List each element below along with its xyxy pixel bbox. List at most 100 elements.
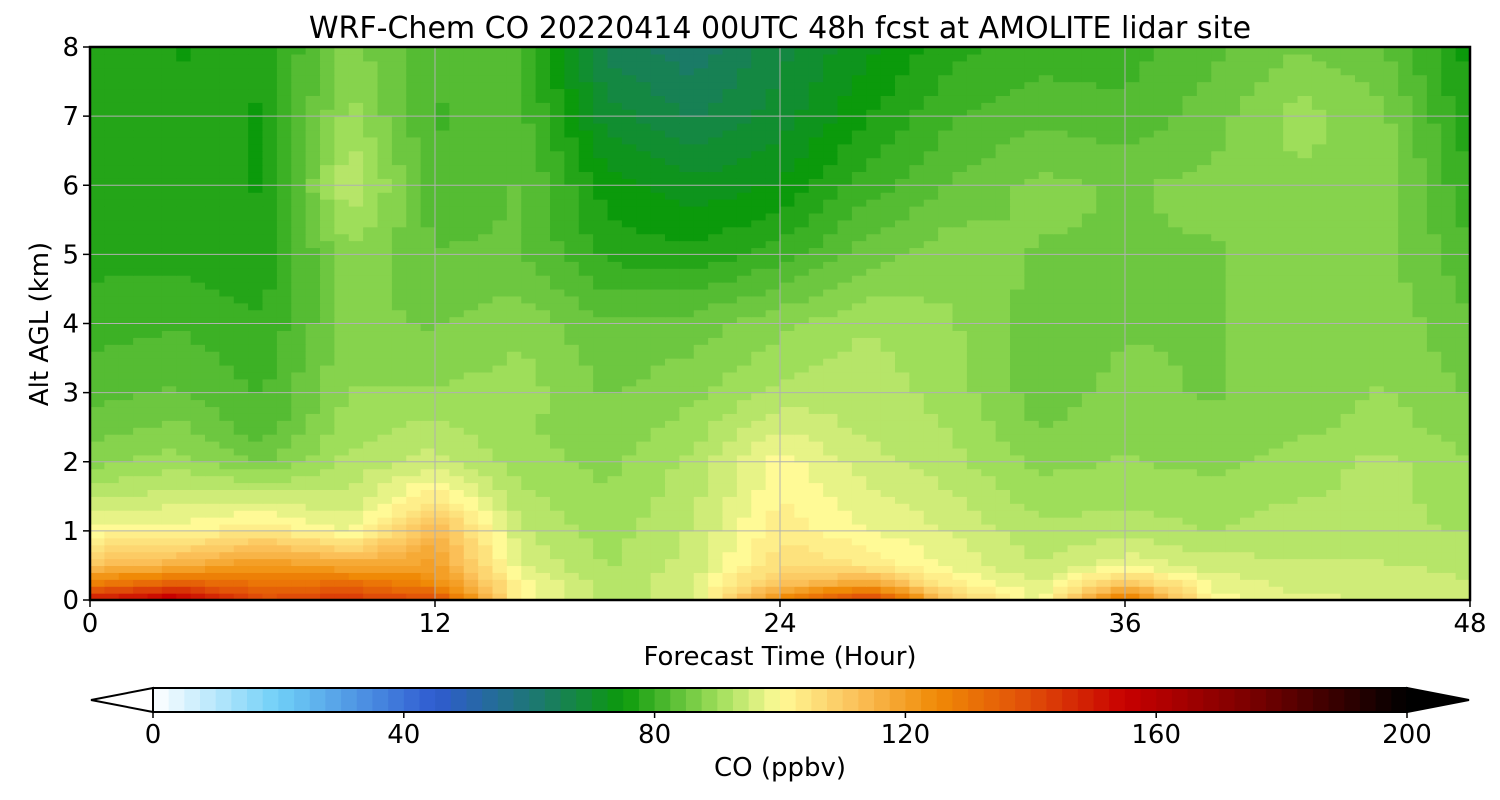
heatmap-cell: [1125, 247, 1140, 255]
heatmap-cell: [1383, 586, 1399, 594]
heatmap-cell: [981, 434, 997, 442]
heatmap-cell: [1081, 579, 1097, 587]
heatmap-cell: [1383, 503, 1399, 511]
heatmap-cell: [1024, 247, 1040, 255]
heatmap-cell: [1211, 434, 1227, 442]
heatmap-cell: [1283, 579, 1299, 587]
heatmap-cell: [1038, 392, 1054, 401]
heatmap-cell: [823, 358, 839, 366]
heatmap-cell: [808, 247, 824, 255]
heatmap-cell: [233, 572, 249, 580]
heatmap-cell: [679, 579, 695, 587]
heatmap-cell: [1053, 378, 1069, 387]
heatmap-cell: [506, 468, 522, 477]
heatmap-cell: [1010, 295, 1025, 304]
heatmap-cell: [1168, 586, 1184, 594]
heatmap-cell: [1225, 268, 1241, 276]
heatmap-cell: [205, 254, 220, 262]
heatmap-cell: [593, 240, 609, 249]
heatmap-cell: [334, 282, 350, 290]
heatmap-cell: [923, 579, 939, 587]
heatmap-cell: [320, 482, 335, 490]
heatmap-cell: [463, 461, 479, 470]
heatmap-cell: [1168, 530, 1184, 539]
heatmap-cell: [1081, 295, 1097, 304]
heatmap-cell: [1398, 378, 1414, 387]
heatmap-cell: [1024, 378, 1040, 387]
heatmap-cell: [1383, 240, 1399, 249]
heatmap-cell: [751, 586, 767, 594]
heatmap-cell: [621, 586, 637, 594]
heatmap-cell: [808, 537, 824, 546]
heatmap-cell: [1110, 489, 1126, 497]
heatmap-cell: [1125, 572, 1140, 580]
heatmap-cell: [823, 330, 839, 338]
heatmap-cell: [1139, 406, 1155, 414]
heatmap-cell: [1268, 475, 1284, 484]
heatmap-cell: [1268, 510, 1284, 518]
heatmap-cell: [377, 517, 393, 525]
heatmap-cell: [1024, 586, 1040, 594]
heatmap-cell: [1412, 572, 1428, 580]
heatmap-cell: [780, 399, 795, 408]
heatmap-cell: [736, 351, 752, 359]
heatmap-cell: [736, 323, 752, 332]
heatmap-cell: [90, 551, 105, 560]
heatmap-cell: [176, 461, 192, 470]
heatmap-cell: [1283, 358, 1299, 366]
heatmap-cell: [550, 247, 565, 255]
heatmap-cell: [1426, 468, 1442, 477]
heatmap-cell: [880, 330, 896, 338]
heatmap-cell: [1010, 593, 1025, 600]
heatmap-cell: [851, 392, 867, 401]
heatmap-cell: [535, 254, 551, 262]
heatmap-cell: [995, 323, 1011, 332]
heatmap-cell: [736, 537, 752, 546]
heatmap-cell: [851, 323, 867, 332]
heatmap-cell: [765, 282, 781, 290]
heatmap-cell: [938, 247, 954, 255]
heatmap-cell: [118, 413, 134, 421]
heatmap-cell: [291, 406, 307, 414]
heatmap-cell: [147, 517, 163, 525]
heatmap-cell: [923, 282, 939, 290]
heatmap-cell: [736, 371, 752, 380]
heatmap-cell: [104, 510, 120, 518]
heatmap-cell: [665, 275, 680, 283]
heatmap-cell: [808, 489, 824, 497]
heatmap-cell: [550, 337, 565, 345]
heatmap-cell: [593, 399, 609, 408]
heatmap-cell: [291, 523, 307, 532]
heatmap-cell: [190, 565, 206, 573]
heatmap-cell: [377, 385, 393, 394]
heatmap-cell: [751, 544, 767, 553]
heatmap-cell: [1268, 295, 1284, 304]
heatmap-cell: [1110, 288, 1126, 297]
heatmap-cell: [1096, 406, 1112, 414]
heatmap-cell: [463, 579, 479, 587]
heatmap-cell: [463, 337, 479, 345]
heatmap-cell: [679, 523, 695, 532]
heatmap-cell: [1081, 413, 1097, 421]
heatmap-cell: [909, 537, 925, 546]
heatmap-cell: [765, 517, 781, 525]
heatmap-cell: [1038, 523, 1054, 532]
heatmap-cell: [837, 240, 853, 249]
heatmap-cell: [377, 316, 393, 325]
heatmap-cell: [808, 482, 824, 490]
heatmap-cell: [521, 593, 537, 600]
heatmap-cell: [1355, 330, 1370, 338]
heatmap-cell: [420, 593, 436, 600]
heatmap-cell: [535, 364, 551, 373]
heatmap-cell: [176, 496, 192, 504]
heatmap-cell: [1254, 247, 1270, 255]
heatmap-cell: [1441, 268, 1457, 276]
heatmap-cell: [995, 288, 1011, 297]
heatmap-cell: [1412, 586, 1428, 594]
heatmap-cell: [751, 385, 767, 394]
heatmap-cell: [420, 323, 436, 332]
heatmap-cell: [1182, 447, 1198, 456]
heatmap-cell: [952, 593, 968, 600]
heatmap-cell: [262, 309, 278, 318]
heatmap-cell: [176, 441, 192, 449]
